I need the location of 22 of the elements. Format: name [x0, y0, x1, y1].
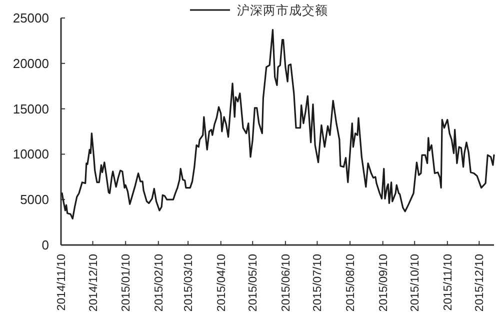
x-tick-label: 2015/11/10	[442, 254, 454, 311]
x-tick-label: 2015/02/10	[153, 254, 166, 312]
x-tick-label: 2015/01/10	[120, 254, 133, 312]
x-tick-label: 2015/09/10	[378, 254, 390, 312]
legend-label: 沪深两市成交额	[237, 2, 328, 18]
y-tick-label: 5000	[20, 192, 49, 208]
x-tick-label: 2015/05/10	[248, 254, 260, 312]
y-tick-label: 0	[42, 238, 49, 252]
y-tick-label: 15000	[12, 101, 49, 116]
x-tick-label: 2015/04/10	[216, 254, 228, 312]
x-tick-label: 2015/03/10	[183, 254, 196, 312]
x-tick-label: 2014/12/10	[88, 254, 100, 312]
x-tick-label: 2015/12/10	[474, 254, 486, 312]
legend: 沪深两市成交额	[190, 4, 328, 18]
x-tick-label: 2015/07/10	[312, 254, 324, 312]
x-tick-label: 2015/06/10	[280, 254, 292, 312]
x-tick-label: 2014/11/10	[56, 254, 68, 311]
y-tick-label: 25000	[12, 10, 49, 26]
y-tick-label: 10000	[12, 146, 49, 162]
x-tick-label: 2015/10/10	[410, 254, 422, 312]
y-tick-label: 20000	[12, 56, 49, 71]
x-tick-label: 2015/08/10	[345, 254, 358, 312]
